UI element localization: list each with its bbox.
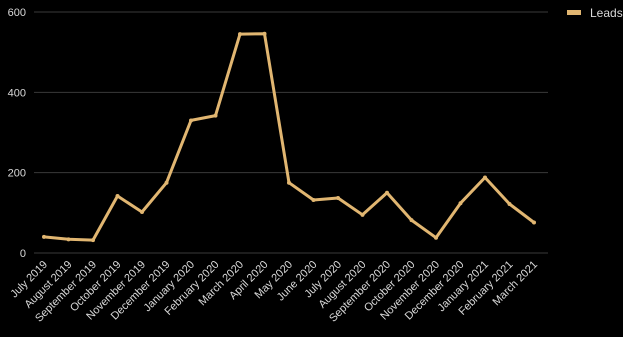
y-tick-label: 600 bbox=[8, 7, 26, 19]
data-point[interactable] bbox=[115, 193, 120, 198]
y-tick-label: 200 bbox=[8, 168, 26, 180]
data-point[interactable] bbox=[360, 212, 365, 217]
data-point[interactable] bbox=[434, 235, 438, 240]
data-point[interactable] bbox=[311, 197, 316, 202]
series-lines bbox=[42, 31, 536, 243]
data-point[interactable] bbox=[262, 31, 267, 36]
data-point[interactable] bbox=[213, 113, 218, 118]
data-point[interactable] bbox=[336, 195, 340, 200]
y-tick-label: 400 bbox=[8, 87, 26, 99]
data-point[interactable] bbox=[91, 238, 95, 243]
data-point[interactable] bbox=[238, 32, 242, 37]
data-point[interactable] bbox=[458, 201, 463, 206]
data-point[interactable] bbox=[385, 190, 389, 195]
data-point[interactable] bbox=[66, 237, 71, 242]
data-point[interactable] bbox=[42, 234, 46, 239]
data-point[interactable] bbox=[483, 175, 487, 180]
data-point[interactable] bbox=[532, 220, 536, 225]
data-point[interactable] bbox=[287, 180, 291, 185]
y-tick-label: 0 bbox=[20, 248, 26, 260]
legend-label: Leads bbox=[590, 6, 623, 20]
y-axis-ticks: 0 200 400 600 bbox=[8, 7, 26, 260]
data-point[interactable] bbox=[140, 210, 144, 215]
data-point[interactable] bbox=[409, 218, 414, 223]
data-point[interactable] bbox=[189, 118, 193, 123]
legend-swatch bbox=[567, 10, 581, 15]
gridlines bbox=[34, 11, 548, 254]
series-line-0 bbox=[42, 32, 536, 242]
data-point[interactable] bbox=[507, 201, 512, 206]
legend[interactable]: Leads bbox=[567, 6, 623, 20]
data-point[interactable] bbox=[164, 180, 169, 185]
